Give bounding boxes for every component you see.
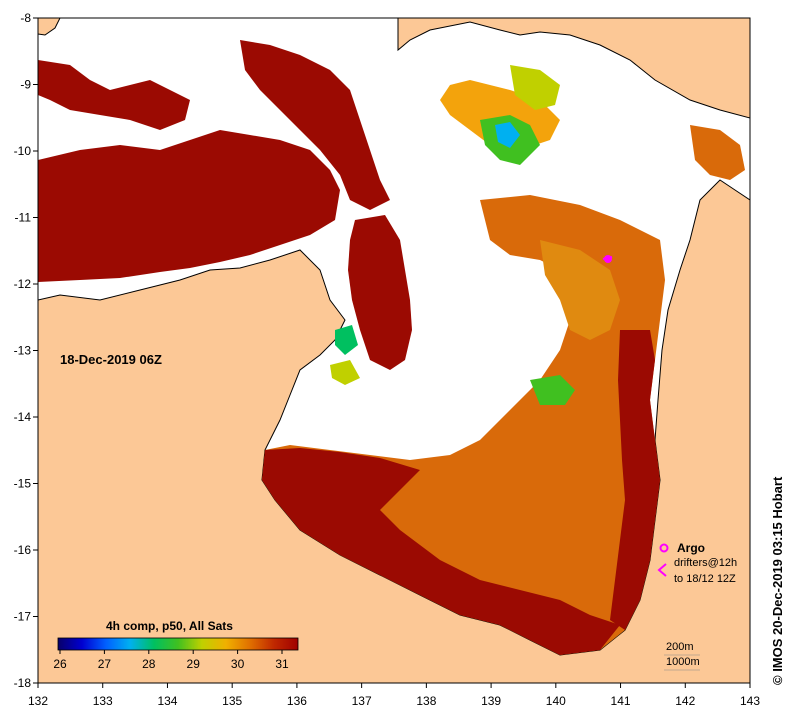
- y-tick-label: -11: [15, 211, 32, 225]
- x-tick-label: 137: [352, 694, 372, 708]
- land-small-island: [38, 18, 61, 36]
- x-tick-label: 138: [416, 694, 436, 708]
- drifter-legend-icon: [657, 563, 667, 577]
- colorbar-tick-label: 29: [187, 657, 201, 671]
- sst-region-cool-west: [335, 325, 358, 355]
- x-tick-label: 142: [675, 694, 695, 708]
- argo-legend-icon: [659, 543, 669, 553]
- map-plot-area: [38, 18, 750, 683]
- sst-region-west: [38, 130, 340, 282]
- x-tick-label: 134: [157, 694, 177, 708]
- x-tick-label: 136: [287, 694, 307, 708]
- x-tick-label: 143: [740, 694, 760, 708]
- isobath-1000-label: 1000m: [666, 656, 700, 668]
- sst-region-northeast: [690, 125, 745, 180]
- x-tick-label: 133: [93, 694, 113, 708]
- x-tick-label: 132: [28, 694, 48, 708]
- x-tick-label: 141: [611, 694, 631, 708]
- credit-label: © IMOS 20-Dec-2019 03:15 Hobart: [770, 476, 785, 685]
- colorbar-labels: 26 27 28 29 30 31: [53, 650, 289, 671]
- drifters-legend-label: drifters@12h: [674, 557, 737, 569]
- sst-region-cool-west-2: [330, 360, 360, 385]
- drifters-legend-time: to 18/12 12Z: [674, 573, 736, 585]
- x-axis: 132 133 134 135 136 137 138 139 140 141 142 143: [28, 683, 760, 708]
- colorbar-tick-label: 30: [231, 657, 245, 671]
- sst-region-cool-north-2: [495, 122, 520, 148]
- y-tick-label: -8: [20, 11, 31, 25]
- sst-region-east-band: [610, 330, 660, 630]
- colorbar-tick-label: 28: [142, 657, 156, 671]
- date-label: 18-Dec-2019 06Z: [60, 352, 162, 367]
- x-tick-label: 135: [222, 694, 242, 708]
- colorbar-title: 4h comp, p50, All Sats: [106, 619, 233, 633]
- y-tick-label: -14: [14, 410, 32, 424]
- colorbar-tick-label: 31: [275, 657, 289, 671]
- colorbar-tick-label: 26: [53, 657, 67, 671]
- y-tick-label: -10: [14, 144, 32, 158]
- sst-region-cool-yellow: [510, 65, 560, 110]
- sst-region-south: [262, 448, 620, 655]
- sst-region-mid-orange-2: [540, 240, 620, 340]
- y-tick-label: -17: [14, 610, 32, 624]
- colorbar-bar: [57, 637, 299, 651]
- land-new-guinea: [397, 18, 750, 119]
- colorbar-tick-label: 27: [98, 657, 112, 671]
- sst-region-cool-mid: [530, 375, 575, 405]
- y-tick-label: -9: [20, 78, 31, 92]
- sst-region-northcentral: [240, 40, 390, 210]
- y-tick-label: -12: [14, 277, 32, 291]
- x-tick-label: 139: [481, 694, 501, 708]
- y-tick-label: -18: [14, 676, 32, 690]
- isobath-200-label: 200m: [666, 641, 694, 653]
- sst-region-cape-strip: [348, 215, 412, 370]
- x-tick-label: 140: [546, 694, 566, 708]
- sst-field: [38, 40, 745, 655]
- y-tick-label: -13: [14, 344, 32, 358]
- argo-legend-label: Argo: [677, 541, 705, 555]
- y-tick-label: -15: [14, 477, 32, 491]
- y-tick-label: -16: [14, 543, 32, 557]
- sst-region-northwest: [38, 60, 190, 130]
- argo-drifter-track: [602, 256, 613, 260]
- y-axis: -8 -9 -10 -11 -12 -13 -14 -15 -16 -17 -18: [14, 11, 38, 690]
